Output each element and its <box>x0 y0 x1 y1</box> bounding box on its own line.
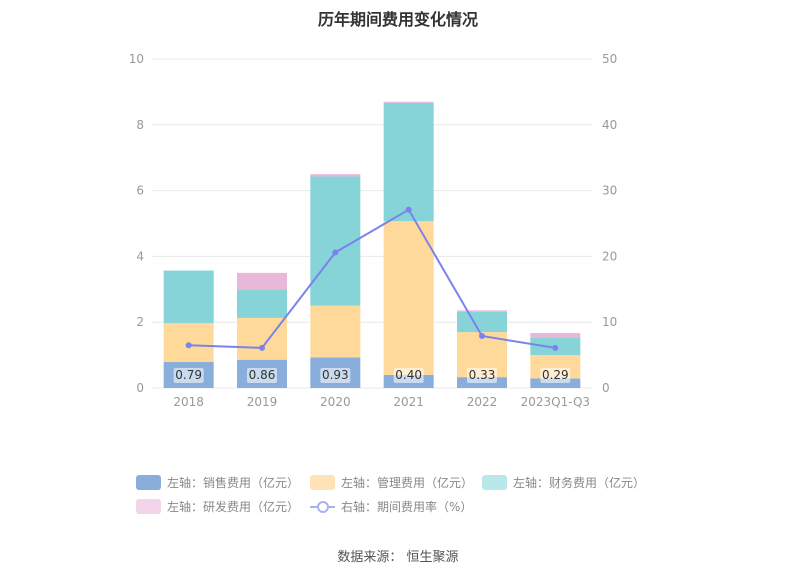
legend-item-rnd[interactable]: 左轴：研发费用（亿元） <box>136 498 299 515</box>
right-tick-label: 30 <box>602 184 617 198</box>
left-tick-label: 8 <box>136 118 144 132</box>
legend-swatch-finance <box>482 475 507 490</box>
data-label-bg <box>467 368 497 383</box>
legend-label-rate: 右轴：期间费用率（%） <box>341 500 473 514</box>
left-tick-label: 10 <box>129 52 144 66</box>
data-label-sales: 0.33 <box>469 368 496 382</box>
bars <box>163 101 581 388</box>
data-source: 数据来源： 恒生聚源 <box>337 550 459 565</box>
legend-swatch-rnd <box>136 499 161 514</box>
rate-line <box>185 206 559 351</box>
legend-swatch-rate <box>310 499 335 514</box>
legend-label-sales: 左轴：销售费用（亿元） <box>167 476 300 490</box>
left-tick-label: 2 <box>136 315 144 329</box>
bar-rnd <box>383 101 434 103</box>
data-label-bg <box>320 368 351 383</box>
legend-swatch-admin <box>310 475 335 490</box>
bar-rnd <box>530 333 581 338</box>
left-tick-label: 4 <box>136 249 144 263</box>
bar-finance <box>457 311 507 333</box>
rate-point <box>185 342 192 349</box>
legend-label-admin: 左轴：管理费用（亿元） <box>341 476 474 490</box>
legend-item-finance[interactable]: 左轴：财务费用（亿元） <box>482 474 645 491</box>
left-tick-label: 0 <box>136 381 144 395</box>
data-label-sales: 0.86 <box>249 368 276 382</box>
bar-rnd <box>457 310 507 312</box>
x-tick-label: 2021 <box>393 395 424 409</box>
bar-admin <box>383 221 434 375</box>
right-tick-label: 20 <box>602 249 617 263</box>
x-tick-label: 2018 <box>173 395 204 409</box>
x-tick-label: 2020 <box>320 395 351 409</box>
right-tick-label: 50 <box>602 52 617 66</box>
bar-admin <box>310 305 361 358</box>
x-tick-label: 2019 <box>247 395 278 409</box>
rate-line-path <box>188 208 556 349</box>
right-tick-label: 0 <box>602 381 610 395</box>
data-label-sales: 0.29 <box>542 368 569 382</box>
axes: 0 2 4 6 8 10 0 10 20 30 40 50 2018 2019 2020 2021 2022 20… <box>129 52 618 409</box>
left-tick-label: 6 <box>136 184 144 198</box>
legend-label-rnd: 左轴：研发费用（亿元） <box>167 500 300 514</box>
bar-finance <box>237 289 287 318</box>
x-tick-label: 2023Q1-Q3 <box>521 395 590 409</box>
rate-point <box>479 333 485 340</box>
legend-item-sales[interactable]: 左轴：销售费用（亿元） <box>136 474 299 491</box>
chart-title: 历年期间费用变化情况 <box>317 10 478 29</box>
data-label-sales: 0.93 <box>322 368 349 382</box>
grid-lines <box>152 58 592 389</box>
bar-rnd <box>237 272 287 290</box>
legend-swatch-sales <box>136 475 161 490</box>
data-label-bg <box>247 368 277 383</box>
legend-item-admin[interactable]: 左轴：管理费用（亿元） <box>310 474 473 491</box>
data-label-sales: 0.40 <box>395 368 422 382</box>
data-labels: 0.79 0.86 0.93 0.40 0.33 0.29 <box>173 368 571 383</box>
right-tick-label: 10 <box>602 315 617 329</box>
bar-finance <box>163 270 214 324</box>
data-label-bg <box>173 368 204 383</box>
bar-rnd <box>310 174 361 177</box>
data-label-sales: 0.79 <box>175 368 202 382</box>
right-tick-label: 40 <box>602 118 617 132</box>
rate-point <box>405 206 412 213</box>
rate-point <box>259 344 265 351</box>
bar-finance <box>310 176 361 306</box>
rate-point <box>332 249 339 256</box>
legend-item-rate[interactable]: 右轴：期间费用率（%） <box>310 498 472 515</box>
rate-point <box>552 344 559 351</box>
data-label-bg <box>393 368 424 383</box>
chart-canvas: 0.79 0.86 0.93 0.40 0.33 0.29 0 2 4 6 8 10 0 10 20 30 4… <box>129 52 618 409</box>
legend-label-finance: 左轴：财务费用（亿元） <box>513 476 646 490</box>
bar-sales <box>530 378 581 388</box>
x-tick-label: 2022 <box>467 395 498 409</box>
data-label-bg <box>540 368 571 383</box>
bar-finance <box>383 102 434 222</box>
